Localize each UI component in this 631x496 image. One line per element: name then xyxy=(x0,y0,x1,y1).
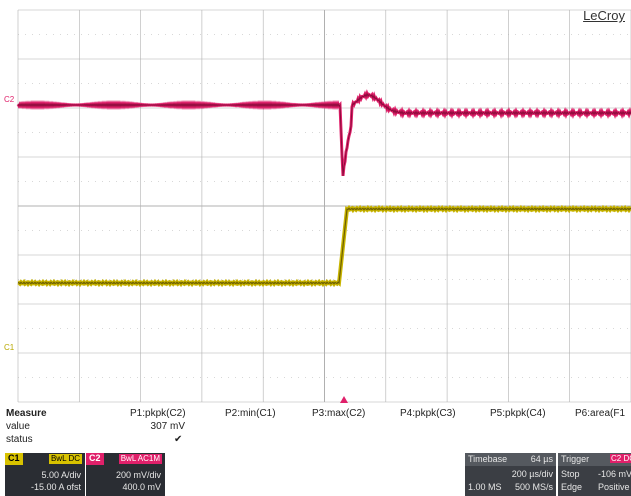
c2-coupling: BwL AC1M xyxy=(118,454,162,464)
c1-descriptor-box[interactable]: C1 BwL DC 5.00 A/div -15.00 A ofst xyxy=(5,453,85,496)
bottom-bar: C1 BwL DC 5.00 A/div -15.00 A ofst C2 Bw… xyxy=(0,453,631,496)
measure-col-p1[interactable]: P1:pkpk(C2) xyxy=(130,408,186,419)
trigger-type: Edge xyxy=(561,482,583,492)
trigger-source: C2 DC xyxy=(610,454,631,463)
trigger-box[interactable]: Trigger C2 DC Stop -106 mV Edge Positive xyxy=(558,453,631,496)
measure-col-p2[interactable]: P2:min(C1) xyxy=(225,408,276,419)
timebase-delay: 64 µs xyxy=(530,454,553,464)
measure-col-p3[interactable]: P3:max(C2) xyxy=(312,408,366,419)
trigger-label: Trigger xyxy=(561,454,590,464)
status-label: status xyxy=(6,434,33,445)
timebase-rate: 500 MS/s xyxy=(514,482,553,492)
timebase-label: Timebase xyxy=(468,454,508,464)
timebase-box[interactable]: Timebase 64 µs 200 µs/div 1.00 MS 500 MS… xyxy=(465,453,556,496)
c1-level-marker[interactable]: C1 xyxy=(4,343,15,352)
measure-table: Measure P1:pkpk(C2) P2:min(C1) P3:max(C2… xyxy=(0,408,631,452)
c1-offset: -15.00 A ofst xyxy=(30,482,81,492)
measure-col-p5[interactable]: P5:pkpk(C4) xyxy=(490,408,546,419)
c1-waveform-core xyxy=(17,207,631,285)
trigger-slope: Positive xyxy=(598,482,630,492)
p1-status-check-icon: ✔ xyxy=(174,434,183,445)
measure-value-row: value 307 mV xyxy=(0,421,631,434)
trigger-position-marker[interactable] xyxy=(340,396,348,403)
timebase-samples: 1.00 MS xyxy=(468,482,502,492)
measure-col-p4[interactable]: P4:pkpk(C3) xyxy=(400,408,456,419)
c2-offset: 400.0 mV xyxy=(122,482,161,492)
c2-scale: 200 mV/div xyxy=(115,470,161,480)
scope-display[interactable]: LeCroy C2 C1 xyxy=(0,0,631,405)
measure-col-p6[interactable]: P6:area(F1 xyxy=(575,408,626,419)
p1-value: 307 mV xyxy=(150,421,185,432)
timebase-per-div: 200 µs/div xyxy=(511,469,553,479)
gridlines xyxy=(17,9,631,403)
c1-scale: 5.00 A/div xyxy=(41,470,81,480)
c1-coupling: BwL DC xyxy=(48,454,82,464)
waveform-grid xyxy=(16,9,631,403)
trigger-level: -106 mV xyxy=(598,469,631,479)
measure-title: Measure xyxy=(6,408,47,419)
measure-status-row: status ✔ xyxy=(0,434,631,447)
value-label: value xyxy=(6,421,30,432)
c2-level-marker[interactable]: C2 xyxy=(4,95,15,104)
timebase-header-bg xyxy=(465,453,556,466)
brand-logo: LeCroy xyxy=(583,8,625,23)
trigger-mode: Stop xyxy=(561,469,580,479)
c2-descriptor-box[interactable]: C2 BwL AC1M 200 mV/div 400.0 mV xyxy=(86,453,165,496)
c1-tag: C1 xyxy=(5,453,23,465)
measure-header-row: Measure P1:pkpk(C2) P2:min(C1) P3:max(C2… xyxy=(0,408,631,421)
c2-tag: C2 xyxy=(86,453,104,465)
c2-waveform-core xyxy=(17,92,631,176)
